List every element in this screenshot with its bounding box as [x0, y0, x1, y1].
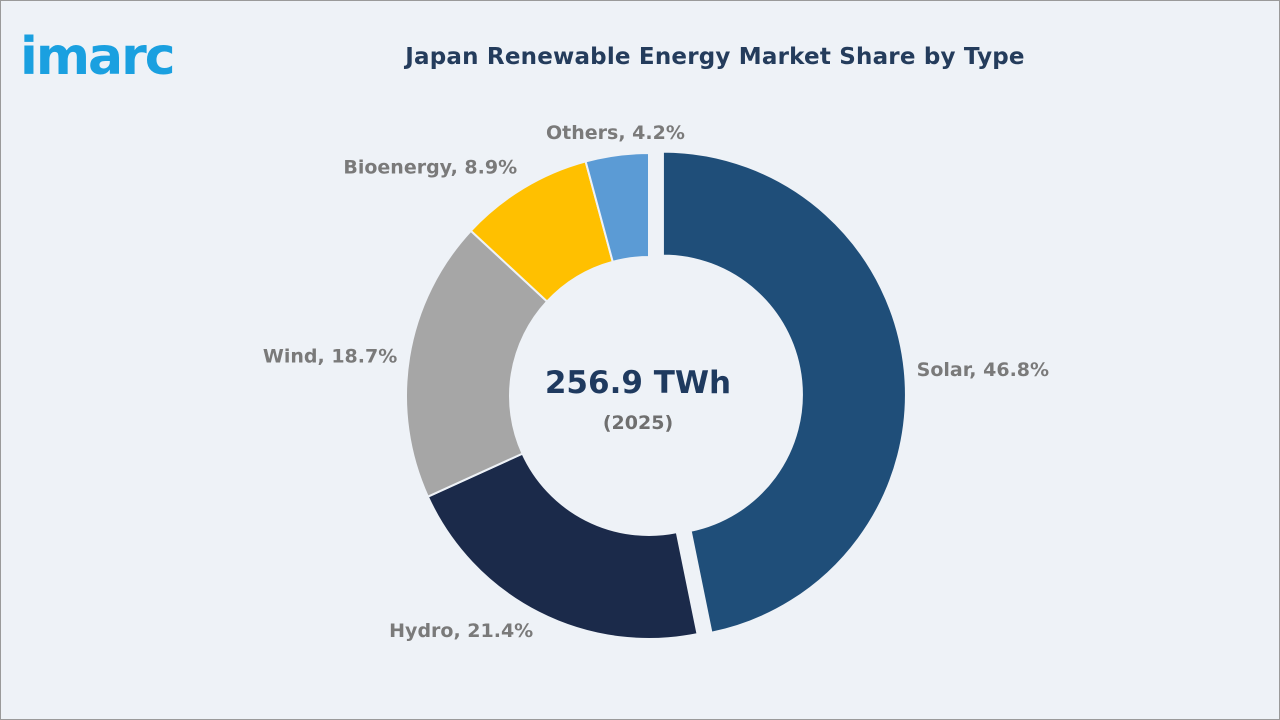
center-year: (2025) — [603, 412, 673, 434]
label-others: Others, 4.2% — [546, 122, 685, 144]
chart-title: Japan Renewable Energy Market Share by T… — [405, 44, 1025, 70]
label-hydro: Hydro, 21.4% — [389, 620, 533, 642]
label-wind: Wind, 18.7% — [263, 345, 397, 367]
label-bioenergy: Bioenergy, 8.9% — [343, 157, 517, 179]
center-total-value: 256.9 TWh — [545, 365, 731, 401]
slice-solar — [661, 150, 907, 634]
imarc-logo: imarc — [20, 27, 176, 82]
slice-hydro — [426, 452, 699, 640]
slice-others — [584, 151, 650, 264]
slice-wind — [405, 229, 549, 499]
logo-text: imarc — [20, 27, 174, 82]
label-solar: Solar, 46.8% — [917, 359, 1049, 381]
